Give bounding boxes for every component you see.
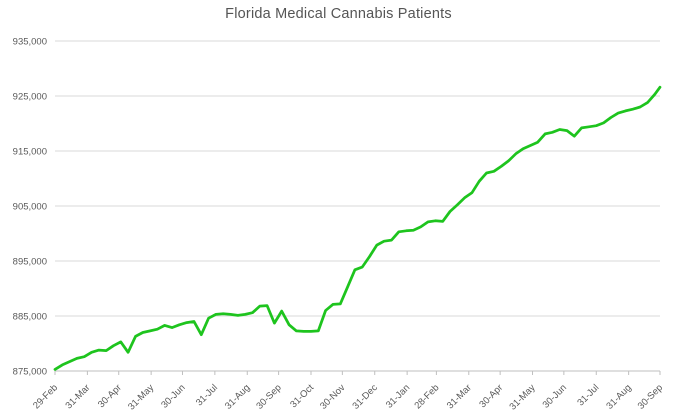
x-axis-label: 30-Apr (477, 382, 505, 410)
x-axis-label: 30-Sep (254, 382, 283, 411)
y-axis-label: 895,000 (13, 257, 47, 268)
x-axis-label: 31-Mar (445, 382, 474, 411)
x-axis-label: 31-Jul (194, 382, 220, 408)
y-axis-label: 915,000 (13, 147, 47, 158)
x-axis-label: 29-Feb (31, 382, 60, 411)
chart-title: Florida Medical Cannabis Patients (225, 6, 452, 22)
y-axis-label: 905,000 (13, 202, 47, 213)
x-axis-label: 30-Apr (96, 382, 124, 410)
x-axis-label: 31-Mar (63, 382, 92, 411)
y-axis-label: 935,000 (13, 37, 47, 48)
y-axis-label: 875,000 (13, 367, 47, 378)
x-axis-label: 31-Jul (575, 382, 601, 408)
x-axis-label: 30-Jun (541, 382, 569, 410)
x-axis-label: 30-Sep (636, 382, 665, 411)
x-axis-label: 31-Aug (604, 382, 633, 411)
x-axis-label: 31-Oct (288, 382, 316, 410)
y-axis-label: 925,000 (13, 92, 47, 103)
y-axis-label: 885,000 (13, 312, 47, 323)
patients-series-line (53, 85, 662, 371)
x-axis-label: 31-May (126, 382, 156, 412)
x-axis-label: 30-Nov (318, 382, 348, 412)
x-axis-label: 31-Jan (384, 382, 412, 410)
x-axis-label: 31-May (507, 382, 537, 412)
x-axis-label: 30-Jun (159, 382, 187, 410)
x-axis-label: 31-Dec (350, 382, 380, 412)
x-axis-label: 28-Feb (412, 382, 441, 411)
x-axis-label: 31-Aug (223, 382, 252, 411)
